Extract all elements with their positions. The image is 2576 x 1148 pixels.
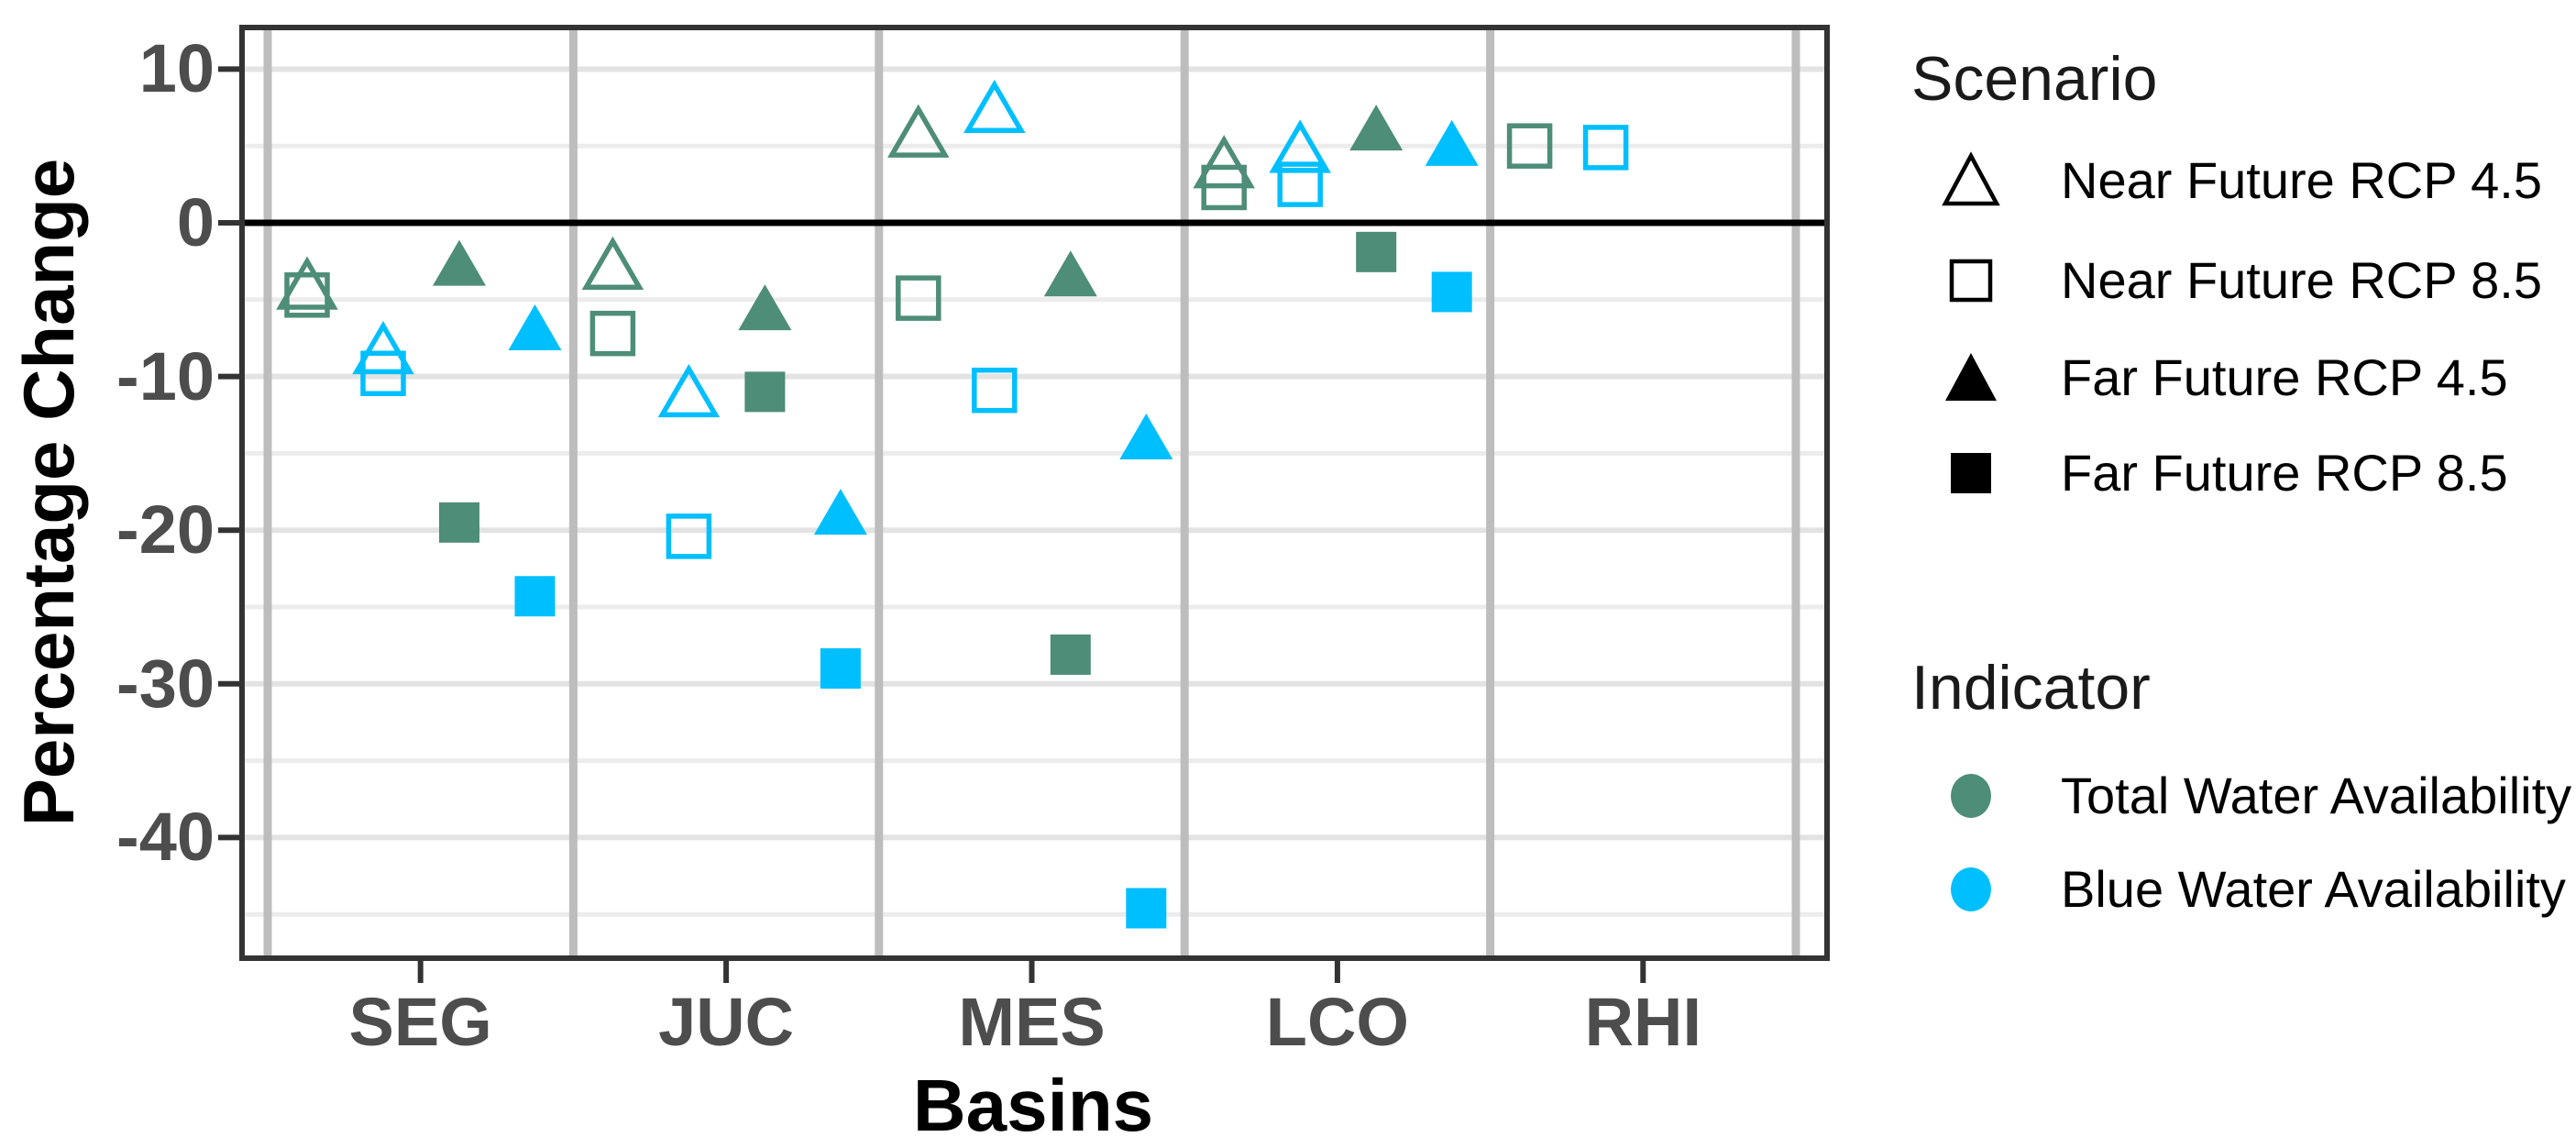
legend-item-label: Blue Water Availability [2061, 860, 2566, 918]
open-triangle-icon [1930, 139, 2012, 226]
legend-scenario-title: Scenario [1911, 44, 2158, 114]
point-square-open [589, 310, 636, 357]
y-tick-label: 10 [138, 30, 215, 107]
point-triangle-filled [433, 239, 486, 286]
legend-item-label: Near Future RCP 8.5 [2061, 251, 2542, 309]
y-tick-label: -40 [116, 799, 215, 876]
open-square-icon [1930, 239, 2012, 326]
x-tick-label: RHI [1584, 984, 1702, 1060]
x-tick-label: SEG [348, 984, 492, 1060]
total-water-circle-icon [1930, 755, 2012, 842]
x-tick-label: LCO [1265, 984, 1409, 1060]
legend-item-label: Near Future RCP 4.5 [2061, 151, 2542, 209]
point-triangle-filled [813, 489, 867, 535]
blue-water-circle-icon [1930, 848, 2012, 935]
point-triangle-open [352, 320, 414, 375]
point-triangle-open [963, 79, 1026, 134]
y-tick-label: -10 [116, 337, 215, 414]
point-square-open [1201, 164, 1247, 211]
point-triangle-filled [508, 304, 562, 350]
point-square-filled [1431, 271, 1472, 313]
point-triangle-open [1269, 119, 1331, 173]
point-square-filled [1050, 634, 1091, 675]
point-square-filled [1126, 888, 1167, 929]
point-triangle-open [1193, 135, 1255, 189]
point-square-open [360, 350, 406, 396]
point-square-open [1277, 161, 1323, 207]
point-triangle-open [887, 104, 950, 158]
point-square-open [1506, 123, 1553, 169]
legend-item-label: Far Future RCP 4.5 [2061, 348, 2508, 406]
legend-indicator-title: Indicator [1911, 653, 2151, 723]
x-tick-label: JUC [658, 984, 795, 1060]
point-triangle-open [657, 363, 721, 418]
point-square-open [972, 367, 1018, 414]
y-tick-label: -20 [116, 491, 215, 568]
point-square-filled [514, 576, 556, 617]
panel-background [242, 28, 1827, 958]
point-square-open [666, 513, 712, 559]
y-tick-label: -30 [116, 645, 215, 722]
point-triangle-open [276, 256, 338, 310]
x-tick-label: MES [958, 984, 1106, 1060]
point-triangle-filled [738, 284, 792, 331]
x-axis-title: Basins [912, 1065, 1154, 1146]
filled-square-icon [1930, 432, 2012, 519]
point-square-open [896, 275, 941, 321]
legend-item-label: Total Water Availability [2061, 767, 2572, 824]
filled-triangle-icon [1930, 337, 2012, 424]
point-square-filled [820, 648, 861, 690]
point-square-filled [744, 371, 786, 413]
point-triangle-filled [1425, 119, 1479, 166]
point-triangle-open [581, 236, 644, 291]
point-square-filled [1356, 231, 1397, 272]
point-square-open [1582, 125, 1629, 171]
y-tick-label: 0 [176, 184, 215, 260]
point-triangle-filled [1349, 105, 1404, 151]
legend-item-label: Far Future RCP 8.5 [2061, 444, 2508, 502]
point-square-filled [439, 502, 479, 543]
point-square-open [284, 272, 330, 318]
point-triangle-filled [1119, 413, 1173, 459]
point-triangle-filled [1043, 250, 1097, 297]
